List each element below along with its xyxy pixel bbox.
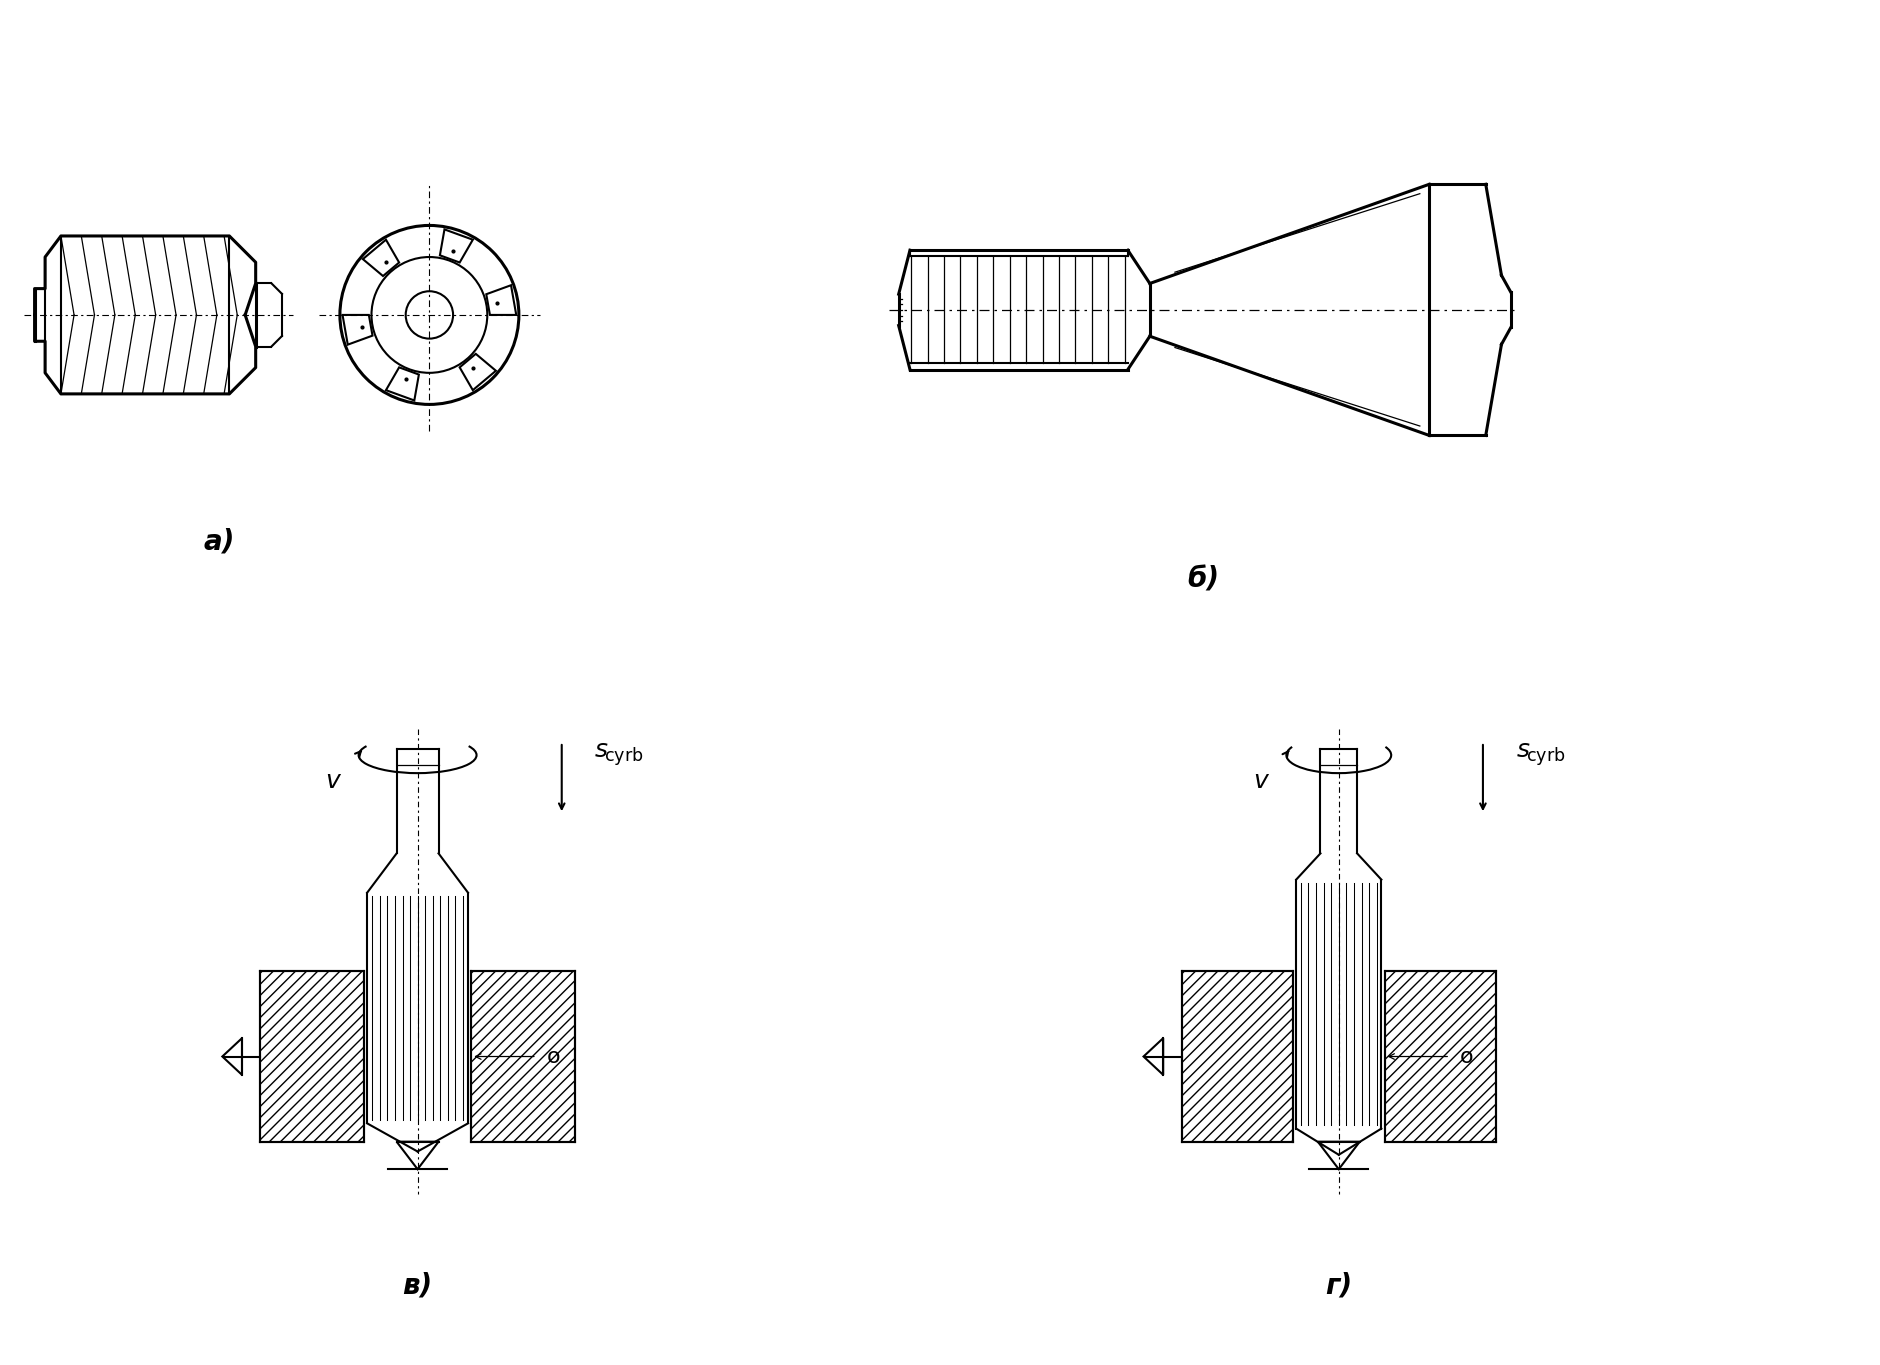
Bar: [472, 972, 575, 1141]
Text: $s_{\!\text{\cyrb}}$: $s_{\!\text{\cyrb}}$: [594, 741, 645, 768]
Text: б): б): [1186, 566, 1220, 594]
Bar: [259, 972, 365, 1141]
Text: г): г): [1325, 1272, 1352, 1299]
Text: $s_{\!\text{\cyrb}}$: $s_{\!\text{\cyrb}}$: [1515, 741, 1566, 768]
Text: v: v: [1252, 770, 1267, 793]
Text: o: o: [1459, 1047, 1474, 1066]
Text: o: o: [547, 1047, 560, 1066]
Bar: [1181, 972, 1293, 1141]
Text: а): а): [203, 527, 235, 556]
Bar: [1386, 972, 1496, 1141]
Text: в): в): [402, 1272, 432, 1299]
Text: v: v: [325, 770, 340, 793]
